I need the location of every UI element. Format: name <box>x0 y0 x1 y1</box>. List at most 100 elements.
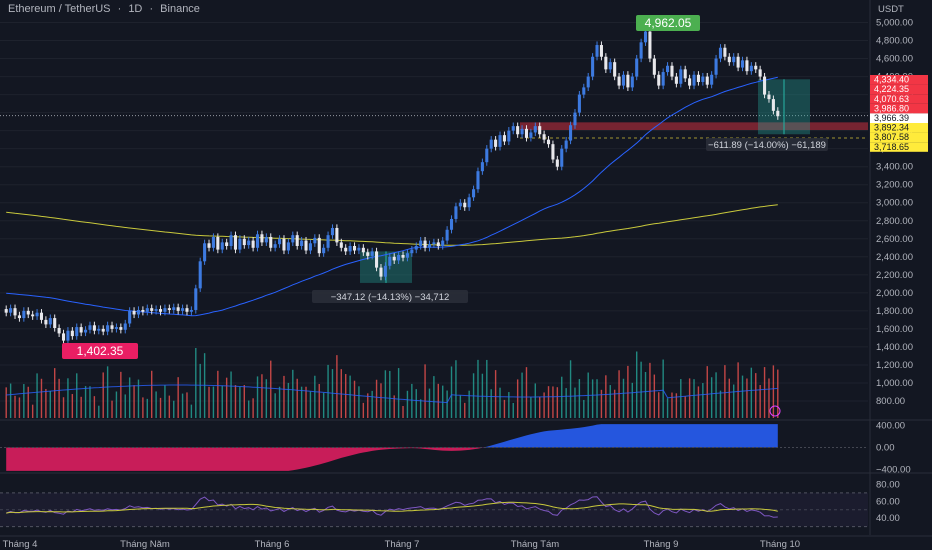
candle-body[interactable] <box>546 139 551 145</box>
candle-body[interactable] <box>577 94 581 113</box>
candle-body[interactable] <box>595 45 599 57</box>
candle-body[interactable] <box>494 139 498 147</box>
candle-body[interactable] <box>392 256 396 261</box>
candle-body[interactable] <box>555 159 559 167</box>
candle-body[interactable] <box>295 235 299 246</box>
candle-body[interactable] <box>608 62 612 70</box>
candle-body[interactable] <box>758 69 762 77</box>
candle-body[interactable] <box>445 229 449 241</box>
candle-body[interactable] <box>136 309 141 315</box>
candle-body[interactable] <box>106 325 110 332</box>
candle-body[interactable] <box>419 240 423 246</box>
candle-body[interactable] <box>114 327 118 329</box>
candle-body[interactable] <box>181 308 185 311</box>
candle-body[interactable] <box>317 237 321 254</box>
candle-body[interactable] <box>688 78 692 86</box>
candle-body[interactable] <box>692 74 696 86</box>
candle-body[interactable] <box>9 308 13 313</box>
candle-body[interactable] <box>66 330 70 341</box>
candle-body[interactable] <box>216 236 220 250</box>
candle-body[interactable] <box>573 112 577 126</box>
candle-body[interactable] <box>225 242 229 246</box>
candle-body[interactable] <box>278 238 282 245</box>
candle-body[interactable] <box>635 58 639 77</box>
candle-body[interactable] <box>524 128 529 138</box>
candle-body[interactable] <box>657 74 661 86</box>
candle-body[interactable] <box>84 329 88 333</box>
candle-body[interactable] <box>238 238 242 250</box>
candle-body[interactable] <box>771 99 775 111</box>
candle-body[interactable] <box>185 308 189 312</box>
candle-body[interactable] <box>727 56 731 63</box>
time-axis[interactable]: Tháng 4 Tháng Năm Tháng 6 Tháng 7 Tháng Tám T… <box>0 535 932 550</box>
candle-body[interactable] <box>44 319 48 325</box>
candle-body[interactable] <box>198 261 202 289</box>
candle-body[interactable] <box>172 307 176 310</box>
candle-body[interactable] <box>339 242 343 248</box>
candle-body[interactable] <box>344 247 348 252</box>
candle-body[interactable] <box>410 249 414 254</box>
candle-body[interactable] <box>754 65 758 70</box>
candle-body[interactable] <box>330 227 335 236</box>
candle-body[interactable] <box>61 333 66 341</box>
candle-body[interactable] <box>282 238 286 251</box>
oscillator-pane[interactable] <box>0 424 868 471</box>
candle-body[interactable] <box>229 235 233 246</box>
candle-body[interactable] <box>613 62 617 77</box>
candle-body[interactable] <box>489 139 493 149</box>
candle-body[interactable] <box>308 243 312 251</box>
candle-body[interactable] <box>300 240 304 246</box>
candle-body[interactable] <box>710 74 714 85</box>
candle-body[interactable] <box>388 256 392 266</box>
candle-body[interactable] <box>626 74 630 88</box>
candle-body[interactable] <box>269 236 273 248</box>
candle-body[interactable] <box>599 45 603 57</box>
candle-body[interactable] <box>31 314 35 317</box>
candle-body[interactable] <box>48 318 52 325</box>
candle-body[interactable] <box>370 251 374 256</box>
candle-body[interactable] <box>39 312 44 320</box>
candle-body[interactable] <box>163 308 167 312</box>
candle-body[interactable] <box>207 243 211 248</box>
candle-body[interactable] <box>696 74 700 82</box>
candle-body[interactable] <box>507 130 511 142</box>
candle-body[interactable] <box>749 65 753 72</box>
candle-body[interactable] <box>401 255 405 258</box>
candle-body[interactable] <box>467 197 471 208</box>
candle-body[interactable] <box>551 144 555 160</box>
candle-body[interactable] <box>414 245 418 250</box>
candle-body[interactable] <box>666 65 670 73</box>
candle-body[interactable] <box>538 126 542 135</box>
candle-body[interactable] <box>352 245 357 251</box>
candle-body[interactable] <box>211 236 215 248</box>
candle-body[interactable] <box>17 315 21 319</box>
candle-body[interactable] <box>423 240 427 248</box>
candle-body[interactable] <box>736 56 740 68</box>
candle-body[interactable] <box>740 60 745 68</box>
candle-body[interactable] <box>92 325 96 331</box>
candle-body[interactable] <box>53 318 57 328</box>
candle-body[interactable] <box>357 247 361 251</box>
candle-body[interactable] <box>57 327 61 334</box>
candle-body[interactable] <box>13 308 17 316</box>
candle-body[interactable] <box>203 243 207 262</box>
candle-body[interactable] <box>591 56 595 77</box>
candle-body[interactable] <box>542 134 546 140</box>
candle-body[interactable] <box>732 56 736 63</box>
candle-body[interactable] <box>154 309 158 311</box>
candle-body[interactable] <box>498 135 502 147</box>
candle-body[interactable] <box>529 132 533 138</box>
candle-body[interactable] <box>291 235 295 243</box>
candle-body[interactable] <box>397 255 401 261</box>
candle-body[interactable] <box>441 240 445 246</box>
candle-body[interactable] <box>233 235 238 250</box>
candle-body[interactable] <box>661 72 665 86</box>
candle-body[interactable] <box>326 235 330 248</box>
candle-body[interactable] <box>119 327 123 330</box>
candle-body[interactable] <box>88 325 92 330</box>
candle-body[interactable] <box>617 76 621 86</box>
candle-body[interactable] <box>322 247 326 254</box>
candle-body[interactable] <box>150 308 154 311</box>
candle-body[interactable] <box>449 218 454 230</box>
